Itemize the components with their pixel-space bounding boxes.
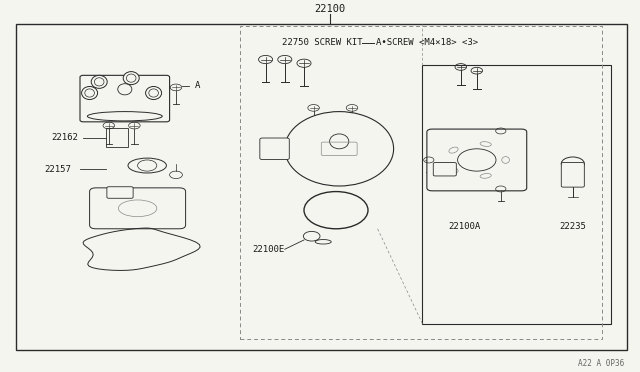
Ellipse shape bbox=[124, 71, 140, 84]
Bar bbox=[422, 65, 611, 324]
FancyBboxPatch shape bbox=[427, 129, 527, 191]
FancyBboxPatch shape bbox=[561, 163, 584, 187]
FancyBboxPatch shape bbox=[90, 188, 186, 229]
Bar bbox=[16, 24, 627, 350]
Text: 22162: 22162 bbox=[51, 133, 78, 142]
Text: A: A bbox=[195, 81, 200, 90]
Text: 22100A: 22100A bbox=[448, 222, 480, 231]
Ellipse shape bbox=[118, 84, 132, 95]
Ellipse shape bbox=[146, 86, 161, 100]
Ellipse shape bbox=[128, 158, 166, 173]
FancyBboxPatch shape bbox=[433, 163, 456, 176]
Text: 22100E: 22100E bbox=[253, 245, 285, 254]
Ellipse shape bbox=[285, 112, 394, 186]
FancyBboxPatch shape bbox=[260, 138, 289, 160]
Text: 22157: 22157 bbox=[45, 165, 72, 174]
Bar bbox=[106, 128, 128, 147]
Text: 22750 SCREW KIT: 22750 SCREW KIT bbox=[282, 38, 362, 47]
Text: A22 A 0P36: A22 A 0P36 bbox=[578, 359, 624, 368]
Ellipse shape bbox=[92, 75, 108, 89]
Text: A•SCREW <M4×18> <3>: A•SCREW <M4×18> <3> bbox=[376, 38, 479, 47]
FancyBboxPatch shape bbox=[107, 187, 133, 198]
Text: 22100: 22100 bbox=[314, 4, 345, 14]
FancyBboxPatch shape bbox=[80, 75, 170, 122]
Text: 22235: 22235 bbox=[559, 222, 586, 231]
Bar bbox=[240, 26, 602, 339]
Ellipse shape bbox=[82, 86, 98, 100]
